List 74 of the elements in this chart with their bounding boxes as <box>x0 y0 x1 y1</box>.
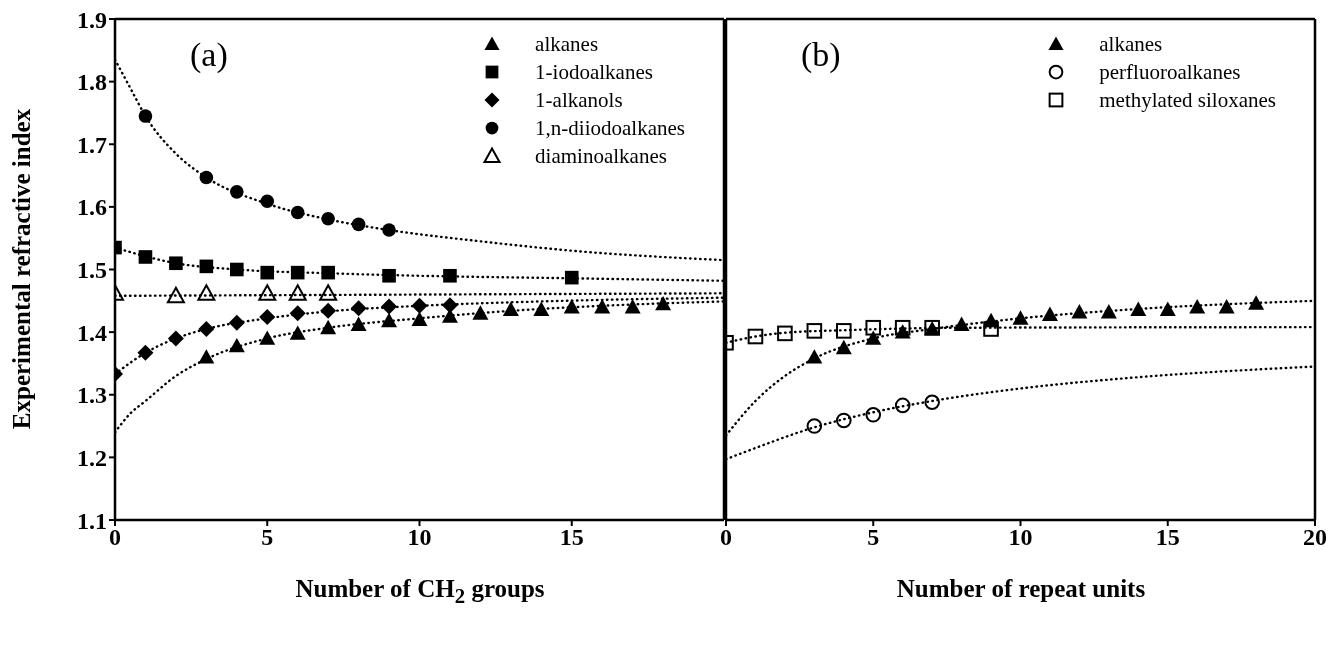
legend-label: diaminoalkanes <box>535 143 667 169</box>
point <box>472 305 489 320</box>
point <box>806 323 823 339</box>
point <box>1159 301 1176 316</box>
x-tick-label: 0 <box>109 524 121 551</box>
legend-label: perfluoroalkanes <box>1099 59 1241 85</box>
point <box>806 418 823 434</box>
legend-label: 1,n-diiodoalkanes <box>535 115 685 141</box>
point <box>321 265 335 280</box>
point <box>320 319 337 335</box>
point <box>836 323 852 339</box>
point <box>983 321 999 337</box>
x-tick-label: 5 <box>867 524 880 551</box>
point <box>288 284 307 301</box>
point <box>747 328 764 345</box>
point <box>411 311 428 326</box>
x-tick-label: 5 <box>261 524 274 551</box>
point <box>894 319 911 336</box>
point <box>443 268 457 283</box>
point <box>230 262 244 277</box>
point <box>260 265 275 280</box>
point <box>865 319 882 336</box>
y-axis-title: Experimental refractive index <box>8 108 36 430</box>
legend-label: methylated siloxanes <box>1099 87 1276 113</box>
point <box>166 286 185 304</box>
point <box>197 284 216 301</box>
point <box>319 284 338 301</box>
point <box>351 217 366 232</box>
y-tick-label: 1.5 <box>77 257 107 284</box>
point <box>258 284 277 301</box>
point <box>198 349 215 364</box>
point <box>1012 310 1029 325</box>
x-tick-label: 20 <box>1303 524 1327 551</box>
y-tick-label: 1.2 <box>77 444 107 471</box>
y-tick-label: 1.9 <box>77 6 107 33</box>
x-tick-label: 0 <box>720 524 732 551</box>
legend-label: 1-alkanols <box>535 87 623 113</box>
point <box>502 301 519 316</box>
point <box>259 330 276 345</box>
point <box>350 316 367 332</box>
y-tick-label: 1.7 <box>77 131 107 158</box>
point <box>382 268 396 283</box>
legend-label: alkanes <box>535 31 599 57</box>
x-axis-title: Number of repeat units <box>895 575 1147 603</box>
point <box>1130 301 1147 316</box>
point <box>1248 295 1265 310</box>
point <box>289 325 306 340</box>
x-axis-title: Number of CH$_{2}$ groups <box>294 575 546 609</box>
point <box>138 250 153 264</box>
legend-label: alkanes <box>1099 31 1163 57</box>
y-tick-label: 1.3 <box>77 382 107 409</box>
point <box>169 256 183 271</box>
point <box>1041 306 1058 321</box>
x-tick-label: 15 <box>559 524 584 551</box>
y-tick-label: 1.1 <box>77 507 107 534</box>
point <box>836 412 852 429</box>
point <box>564 270 579 285</box>
x-tick-label: 15 <box>1155 524 1180 551</box>
point <box>924 394 940 411</box>
x-tick-label: 10 <box>1008 524 1033 551</box>
point <box>894 397 911 414</box>
point <box>777 325 793 342</box>
y-tick-label: 1.8 <box>77 69 107 96</box>
point <box>865 406 882 423</box>
y-tick-label: 1.6 <box>77 194 107 221</box>
point <box>137 344 154 361</box>
point <box>1218 299 1235 314</box>
y-tick-label: 1.4 <box>77 319 107 346</box>
annotation: (a) <box>190 36 228 74</box>
point <box>806 349 823 364</box>
x-tick-label: 10 <box>407 524 432 551</box>
point <box>533 301 550 316</box>
annotation: (b) <box>801 36 841 74</box>
legend-label: 1-iodoalkanes <box>535 59 653 85</box>
